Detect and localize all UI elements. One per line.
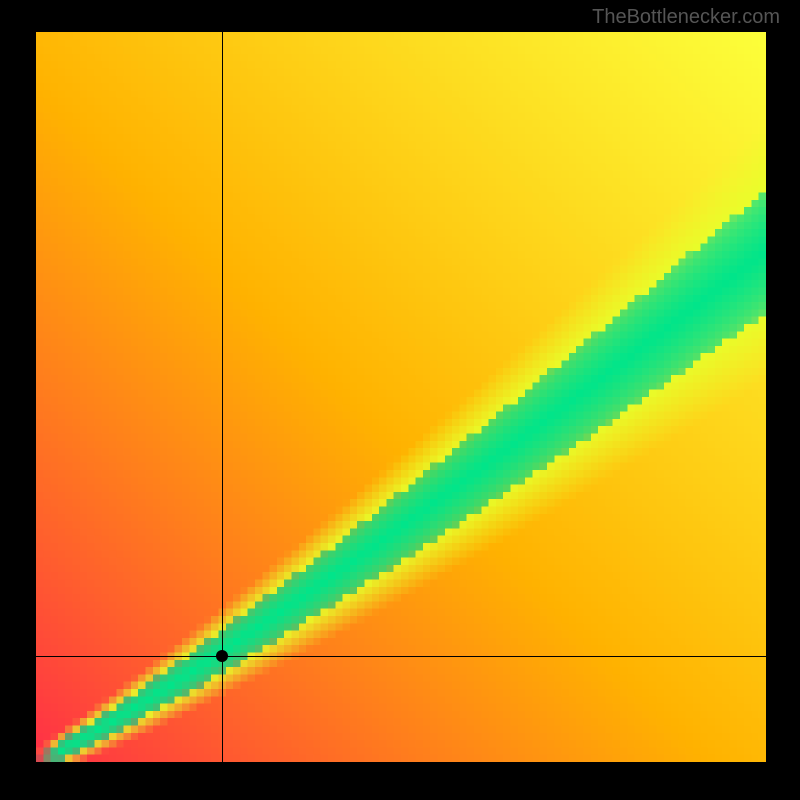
heatmap-plot xyxy=(36,32,766,762)
watermark-text: TheBottlenecker.com xyxy=(592,6,780,29)
chart-container: TheBottlenecker.com xyxy=(0,0,800,800)
crosshair-horizontal xyxy=(36,656,766,657)
heatmap-canvas xyxy=(36,32,766,762)
